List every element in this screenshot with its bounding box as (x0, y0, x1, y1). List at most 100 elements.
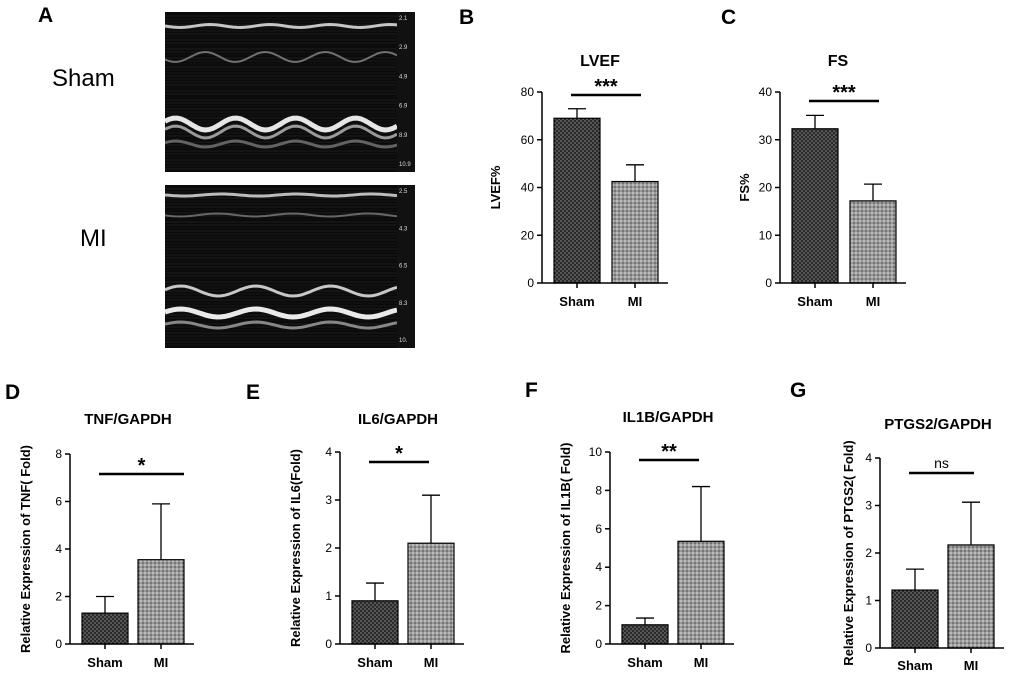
x-tick-label: Sham (87, 655, 122, 670)
y-tick-label: 2 (325, 541, 332, 555)
chart-lvef: LVEF 0 20 40 60 80 LVEF% Sham MI *** (488, 53, 668, 309)
y-tick-label: 8 (55, 447, 62, 461)
chart-title: PTGS2/GAPDH (884, 416, 992, 433)
bar-mi (849, 200, 897, 284)
y-tick-label: 0 (527, 276, 534, 290)
y-axis-label: FS% (737, 173, 752, 202)
chart-il6: IL6/GAPDH 0 1 2 3 4 Relative Expression of IL6… (288, 411, 464, 670)
y-tick-label: 0 (865, 641, 872, 655)
y-tick-label: 40 (759, 85, 773, 99)
echo-wall-trace (165, 50, 398, 63)
echo-scale-label: 8.9 (399, 133, 408, 139)
x-tick-label: MI (964, 658, 978, 673)
significance-label: ns (934, 455, 949, 471)
y-tick-label: 10 (589, 445, 603, 459)
chart-title: FS (828, 53, 849, 70)
bar-sham (351, 600, 399, 645)
y-axis-label: Relative Expression of IL6(Fold) (288, 449, 303, 647)
echo-scale-label: 6.9 (399, 104, 408, 110)
bar-sham (553, 117, 601, 284)
chart-title: IL6/GAPDH (358, 411, 438, 428)
y-tick-label: 8 (595, 483, 602, 497)
significance-label: *** (594, 76, 618, 98)
bar-mi (407, 542, 455, 645)
chart-ptgs2: PTGS2/GAPDH 0 1 2 3 4 Relative Expression of P… (841, 416, 1004, 673)
echo-scale-label: 8.3 (399, 301, 408, 307)
y-tick-label: 0 (765, 276, 772, 290)
echo-sham-label: Sham (52, 65, 115, 92)
echo-wall-trace (165, 22, 398, 30)
y-axis-label: LVEF% (488, 165, 503, 209)
bar-sham (891, 589, 939, 649)
echo-wall-trace (165, 124, 398, 140)
panel-label-c: C (721, 6, 737, 29)
y-tick-label: 20 (521, 228, 535, 242)
echo-scale-label: 10.9 (399, 162, 411, 168)
y-tick-label: 3 (325, 493, 332, 507)
echo-wall-trace (165, 306, 398, 320)
y-tick-label: 60 (521, 133, 535, 147)
y-axis-label: Relative Expression of IL1B( Fold) (558, 443, 573, 654)
bar-mi (677, 540, 725, 645)
y-tick-label: 4 (595, 560, 602, 574)
x-tick-label: MI (866, 294, 880, 309)
y-tick-label: 80 (521, 85, 535, 99)
significance-label: * (138, 455, 146, 477)
echo-wall-trace (165, 212, 398, 218)
y-tick-label: 4 (865, 451, 872, 465)
y-tick-label: 2 (865, 546, 872, 560)
bar-sham (621, 624, 669, 645)
bar-mi (137, 559, 185, 645)
x-tick-label: Sham (357, 655, 392, 670)
y-tick-label: 4 (55, 542, 62, 556)
echo-wall-trace (165, 115, 399, 133)
y-tick-label: 0 (55, 637, 62, 651)
panel-label-a: A (38, 4, 54, 27)
echo-scale-label: 4.3 (399, 226, 408, 232)
echo-scale-label: 2.5 (399, 189, 408, 195)
significance-label: *** (832, 82, 856, 104)
echo-image-sham: 2.1 2.9 4.9 6.9 8.9 10.9 (165, 12, 415, 172)
x-tick-label: Sham (559, 294, 594, 309)
chart-tnf: TNF/GAPDH 0 2 4 6 8 Relative Expression of TNF… (18, 411, 194, 670)
echo-background (165, 185, 415, 348)
echo-scale-label: 2.1 (399, 16, 408, 22)
y-tick-label: 0 (595, 637, 602, 651)
x-tick-label: MI (628, 294, 642, 309)
chart-il1b: IL1B/GAPDH 0 2 4 6 8 10 Relative Expression of … (558, 409, 734, 670)
y-axis-label: Relative Expression of PTGS2( Fold) (841, 440, 856, 665)
chart-title: TNF/GAPDH (84, 411, 172, 428)
echo-wall-trace (165, 192, 398, 198)
x-tick-label: Sham (897, 658, 932, 673)
panel-label-d: D (5, 381, 21, 404)
chart-title: IL1B/GAPDH (623, 409, 714, 426)
panel-label-g: G (790, 379, 807, 402)
y-tick-label: 40 (521, 181, 535, 195)
y-tick-label: 6 (55, 495, 62, 509)
echo-wall-trace (165, 284, 398, 298)
x-tick-label: Sham (797, 294, 832, 309)
chart-fs: FS 0 10 20 30 40 FS% Sham MI *** (737, 53, 906, 309)
bar-sham (791, 128, 839, 284)
y-tick-label: 10 (759, 228, 773, 242)
panel-label-e: E (246, 381, 261, 404)
significance-label: * (395, 443, 403, 465)
y-tick-label: 0 (325, 637, 332, 651)
echo-scale-label: 10. (399, 338, 408, 344)
y-tick-label: 20 (759, 181, 773, 195)
x-tick-label: MI (424, 655, 438, 670)
y-tick-label: 3 (865, 499, 872, 513)
x-tick-label: MI (694, 655, 708, 670)
echo-image-mi: 2.5 4.3 6.5 8.3 10. (165, 185, 415, 348)
bar-mi (611, 180, 659, 284)
y-tick-label: 1 (865, 594, 872, 608)
y-tick-label: 2 (55, 590, 62, 604)
y-tick-label: 30 (759, 133, 773, 147)
bar-mi (947, 544, 995, 649)
echo-mi-label: MI (80, 225, 107, 252)
echo-scale-strip (397, 185, 415, 348)
echo-scale-strip (397, 12, 415, 172)
x-tick-label: Sham (627, 655, 662, 670)
panel-label-b: B (459, 6, 475, 29)
y-tick-label: 2 (595, 599, 602, 613)
